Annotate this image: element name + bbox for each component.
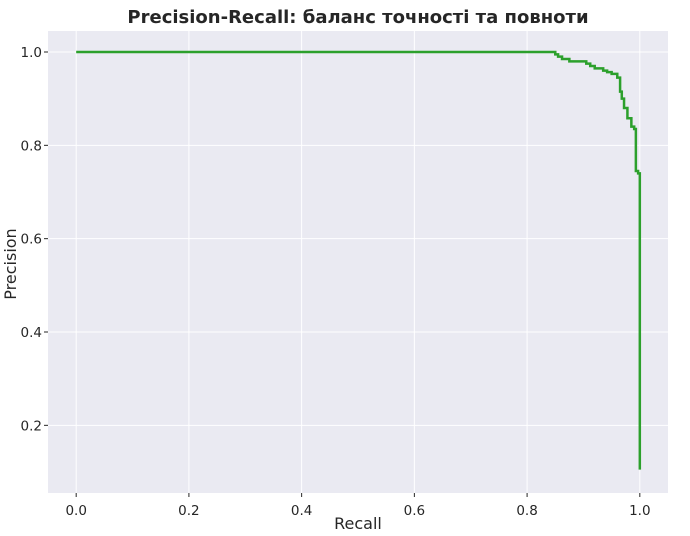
y-tick-label-1: 0.4 [21,325,42,341]
curve-layer [76,50,642,470]
x-tick-label-2: 0.4 [291,503,312,519]
y-tick-label-4: 1.0 [21,45,42,61]
x-tick-label-3: 0.6 [404,503,425,519]
y-tick-label-3: 0.8 [21,138,42,154]
y-tick-label-0: 0.2 [21,418,42,434]
x-tick-label-1: 0.2 [178,503,199,519]
y-axis-ticks: 0.2 0.4 0.6 0.8 1.0 [21,45,48,434]
x-tick-label-4: 0.8 [516,503,537,519]
x-axis-ticks: 0.0 0.2 0.4 0.6 0.8 1.0 [65,493,651,519]
x-axis-label: Recall [334,514,382,533]
y-axis-label: Precision [1,228,20,299]
chart-title: Precision-Recall: баланс точності та пов… [127,7,588,28]
pr-curve-line-0 [76,50,642,470]
x-tick-label-5: 1.0 [629,503,650,519]
y-tick-label-2: 0.6 [21,232,42,248]
x-tick-label-0: 0.0 [65,503,86,519]
plot-background [48,31,668,493]
